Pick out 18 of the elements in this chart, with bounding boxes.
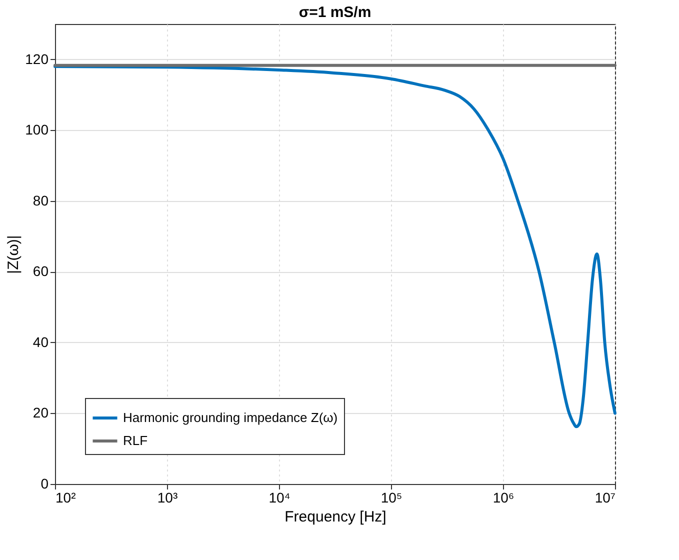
y-tick-label: 40 (32, 334, 49, 350)
y-axis-title: |Z(ω)| (5, 235, 22, 274)
x-tick-label: 10⁷ (594, 490, 616, 506)
legend-label: Harmonic grounding impedance Z(ω) (123, 410, 338, 425)
x-tick-label: 10² (56, 490, 76, 506)
y-tick-label: 60 (32, 263, 49, 280)
x-tick-label: 10⁶ (492, 490, 514, 506)
legend-label: RLF (123, 433, 148, 448)
y-tick-label: 80 (32, 192, 49, 208)
x-axis-title: Frequency [Hz] (284, 508, 386, 526)
chart-title: σ=1 mS/m (298, 4, 372, 21)
x-tick-label: 10³ (157, 490, 178, 506)
x-tick-label: 10⁵ (380, 490, 402, 506)
y-tick-label: 120 (25, 50, 49, 67)
y-tick-label: 0 (40, 476, 49, 492)
x-tick-label: 10⁴ (268, 490, 290, 506)
y-tick-label: 20 (32, 404, 49, 421)
y-tick-label: 100 (25, 122, 49, 138)
